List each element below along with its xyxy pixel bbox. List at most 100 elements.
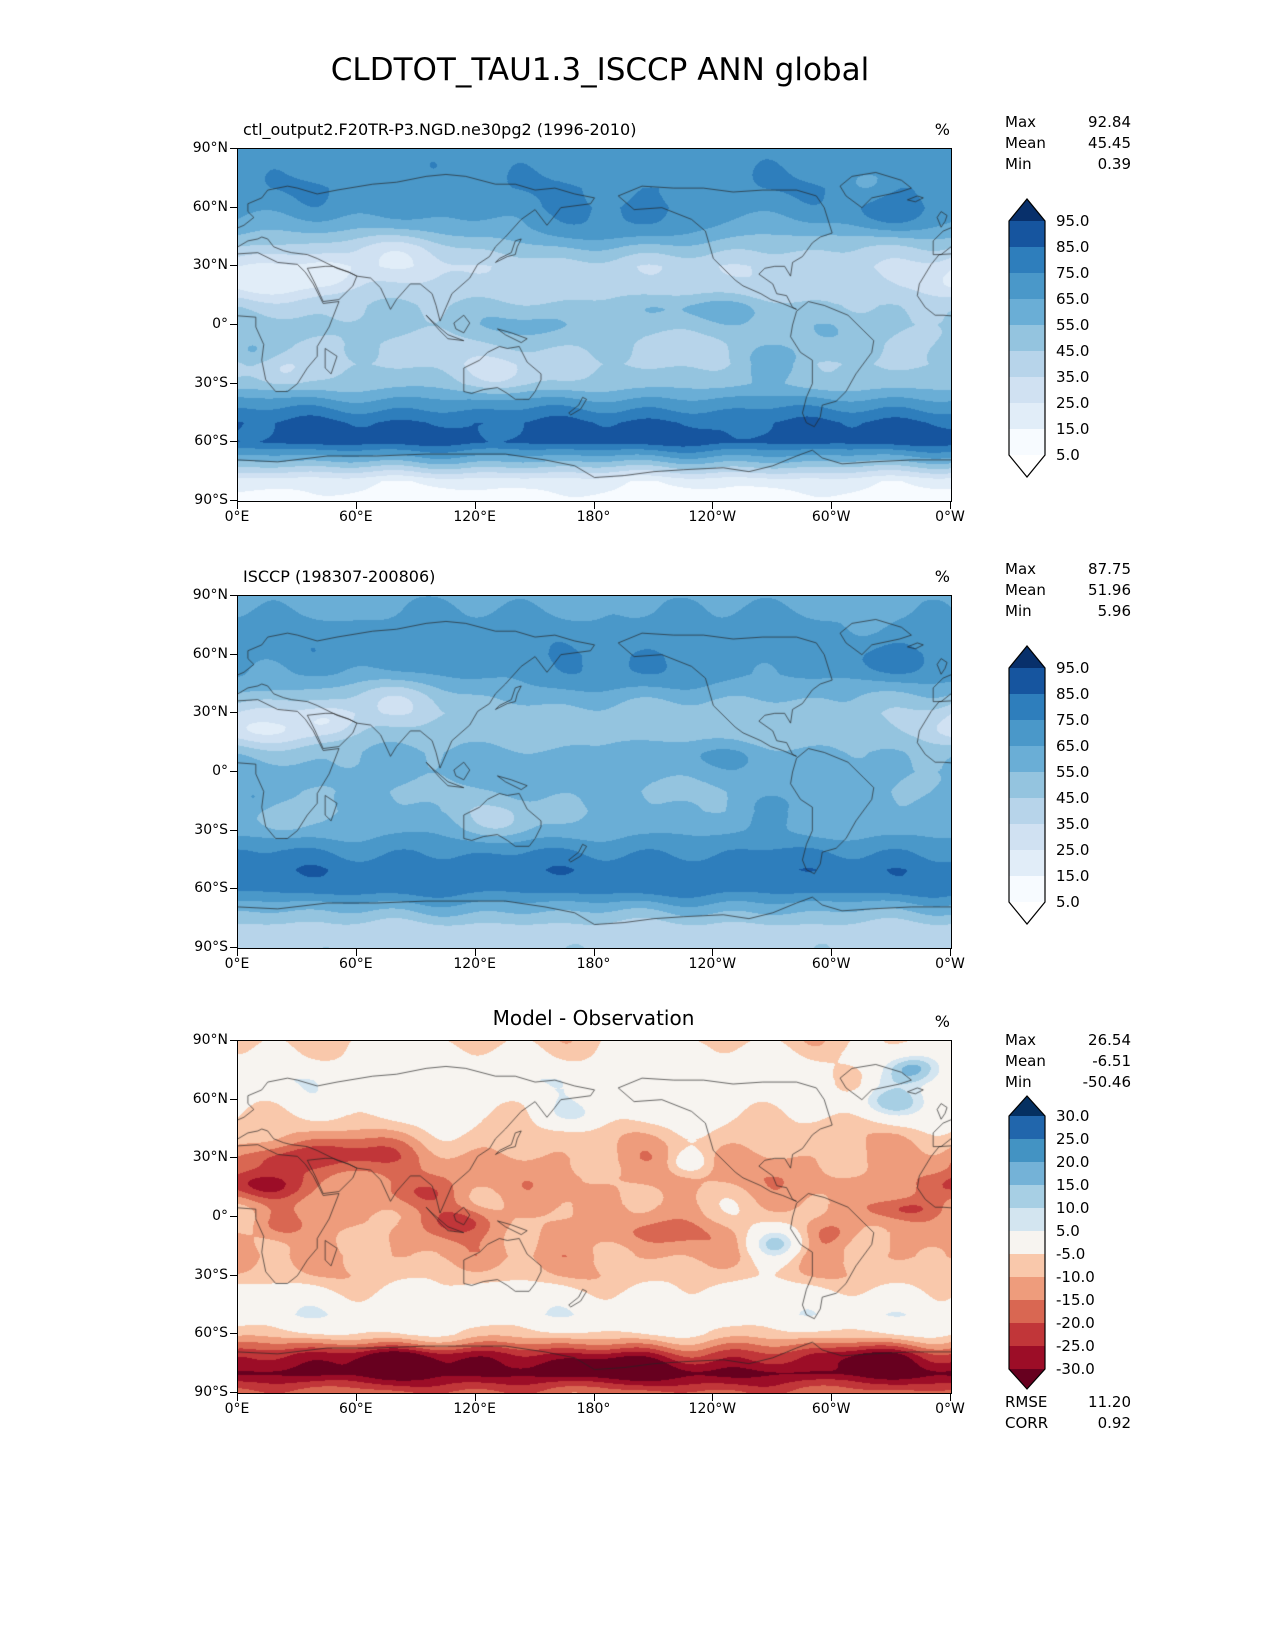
lat-tick-label: 30°N (192, 704, 228, 721)
stat-max-value: 87.75 (1088, 560, 1131, 578)
lat-tick-label: 30°N (192, 1149, 228, 1166)
stats-block-model: Max 92.84 Mean 45.45 Min 0.39 (1005, 112, 1131, 175)
lat-tickmark (230, 1098, 237, 1100)
colorbar-tick-label: 45.0 (1056, 789, 1090, 807)
colorbar-tick-label: 35.0 (1056, 815, 1090, 833)
lat-tickmark (230, 595, 237, 596)
stat-rmse-label: RMSE (1005, 1393, 1048, 1411)
lon-tickmark (831, 502, 833, 509)
stat-row-min: Min -50.46 (1005, 1072, 1131, 1093)
stat-min-value: 0.39 (1097, 155, 1131, 173)
lat-tick-label: 90°N (192, 587, 228, 603)
stat-row-mean: Mean -6.51 (1005, 1051, 1131, 1072)
lon-tickmark (237, 502, 238, 509)
lon-tick-label: 180° (576, 509, 611, 525)
stat-mean-label: Mean (1005, 134, 1046, 152)
colorbar-svg (1008, 1095, 1046, 1390)
panel-difference: Model - Observation % Max 26.54 Mean -6.… (0, 1004, 1275, 1450)
lon-tick-label: 180° (576, 1401, 611, 1417)
lon-tickmark (593, 1394, 595, 1401)
lon-tickmark (831, 949, 833, 956)
lat-tick-label: 90°S (194, 1384, 228, 1400)
lon-tick-label: 180° (576, 956, 611, 972)
stat-row-max: Max 87.75 (1005, 559, 1131, 580)
colorbar-tick-label: 15.0 (1056, 867, 1090, 885)
stat-min-label: Min (1005, 155, 1032, 173)
lat-tick-label: 0° (212, 1208, 228, 1224)
lon-tick-label: 120°E (453, 1401, 496, 1417)
lon-tick-label: 60°E (338, 1401, 373, 1417)
lat-tickmark (230, 1040, 237, 1041)
stat-min-label: Min (1005, 1073, 1032, 1091)
lat-tick-label: 60°N (192, 198, 228, 215)
lon-tickmark (831, 1394, 833, 1401)
colorbar-tick-label: 75.0 (1056, 264, 1090, 282)
colorbar-tick-label: 25.0 (1056, 1130, 1090, 1148)
lat-tickmark (230, 1216, 237, 1217)
colorbar-difference: 30.0 25.0 20.0 15.0 10.0 5.0 -5.0 -10.0 -15.0 -20… (1008, 1095, 1128, 1390)
colorbar-tick-label: 5.0 (1056, 1222, 1080, 1240)
colorbar-tick-label: 55.0 (1056, 763, 1090, 781)
colorbar-tick-label: 5.0 (1056, 446, 1080, 464)
lon-tickmark (474, 502, 476, 509)
lon-tick-label: 120°W (688, 1401, 737, 1417)
colorbar-tick-label: 10.0 (1056, 1199, 1090, 1217)
lon-tickmark (712, 1394, 714, 1401)
colorbar-tick-label: -10.0 (1056, 1268, 1095, 1286)
lon-tick-label: 0°E (224, 1401, 250, 1417)
lat-tick-label: 0° (212, 316, 228, 332)
lat-tick-label: 90°S (194, 492, 228, 508)
stat-max-label: Max (1005, 1031, 1037, 1049)
colorbar-svg (1008, 198, 1046, 478)
lat-tick-label: 60°S (194, 433, 228, 450)
lon-tick-label: 60°E (338, 509, 373, 525)
lon-tickmark (355, 949, 357, 956)
colorbar-model: 95.0 85.0 75.0 65.0 55.0 45.0 35.0 25.0 15.0 5.0 (1008, 198, 1128, 478)
colorbar-tick-label: -25.0 (1056, 1337, 1095, 1355)
colorbar-tick-label: 65.0 (1056, 737, 1090, 755)
colorbar-tick-label: 30.0 (1056, 1107, 1090, 1125)
lon-tick-label: 120°W (688, 956, 737, 972)
stat-mean-label: Mean (1005, 1052, 1046, 1070)
colorbar-tick-label: 20.0 (1056, 1153, 1090, 1171)
stat-corr-value: 0.92 (1097, 1414, 1131, 1432)
panel-units-label: % (934, 1012, 950, 1031)
lon-tickmark (474, 1394, 476, 1401)
stats-block-difference: Max 26.54 Mean -6.51 Min -50.46 (1005, 1030, 1131, 1093)
lon-tickmark (712, 502, 714, 509)
lon-tick-label: 120°E (453, 956, 496, 972)
panel-units-label: % (934, 567, 950, 586)
lat-tick-label: 30°S (194, 1266, 228, 1283)
stat-min-value: 5.96 (1097, 602, 1131, 620)
stat-min-label: Min (1005, 602, 1032, 620)
colorbar-tick-label: -15.0 (1056, 1291, 1095, 1309)
lat-tickmark (230, 1157, 237, 1159)
stat-row-min: Min 0.39 (1005, 154, 1131, 175)
lat-tickmark (230, 771, 237, 772)
colorbar-observation: 95.0 85.0 75.0 65.0 55.0 45.0 35.0 25.0 15.0 5.0 (1008, 645, 1128, 925)
colorbar-tick-label: 95.0 (1056, 212, 1090, 230)
lat-tick-label: 90°S (194, 939, 228, 955)
stat-min-value: -50.46 (1082, 1073, 1131, 1091)
lat-tickmark (230, 653, 237, 655)
stat-max-label: Max (1005, 560, 1037, 578)
panel-observation: ISCCP (198307-200806) % Max 87.75 Mean 5… (0, 559, 1275, 1005)
stat-corr-label: CORR (1005, 1414, 1049, 1432)
lat-tickmark (230, 1274, 237, 1276)
colorbar-tick-label: 45.0 (1056, 342, 1090, 360)
lon-tick-label: 0°W (935, 509, 965, 525)
figure-title: CLDTOT_TAU1.3_ISCCP ANN global (330, 52, 870, 88)
lon-tick-label: 0°W (935, 1401, 965, 1417)
lat-tickmark (230, 1392, 237, 1393)
stat-row-rmse: RMSE 11.20 (1005, 1392, 1131, 1413)
lat-tick-label: 30°N (192, 257, 228, 274)
lon-tickmark (474, 949, 476, 956)
stat-row-max: Max 26.54 (1005, 1030, 1131, 1051)
colorbar-tick-label: 15.0 (1056, 420, 1090, 438)
lon-tick-label: 60°E (338, 956, 373, 972)
colorbar-tick-label: 15.0 (1056, 1176, 1090, 1194)
stat-rmse-value: 11.20 (1088, 1393, 1131, 1411)
lon-tickmark (355, 502, 357, 509)
lat-tickmark (230, 148, 237, 149)
